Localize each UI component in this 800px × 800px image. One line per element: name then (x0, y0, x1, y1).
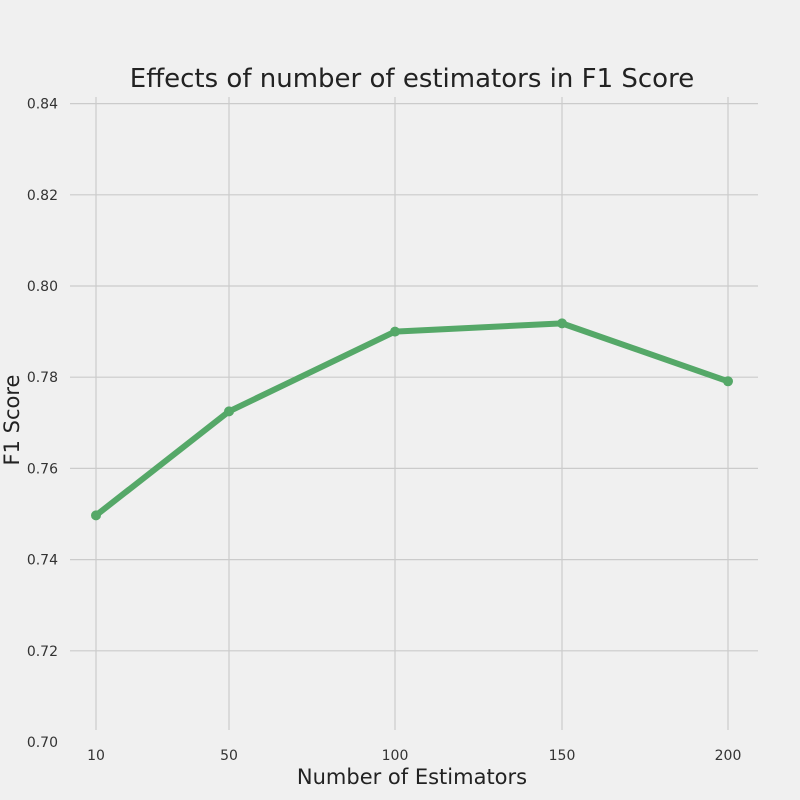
data-point-50 (224, 406, 234, 417)
y-tick-label: 0.80 (27, 279, 58, 295)
x-tick-label: 50 (220, 748, 238, 764)
y-axis-label: F1 Score (0, 375, 24, 466)
data-point-200 (723, 376, 733, 387)
y-tick-label: 0.78 (27, 370, 58, 386)
y-tick-label: 0.74 (27, 553, 58, 569)
data-point-10 (91, 510, 101, 521)
data-point-100 (390, 326, 400, 337)
x-axis-ticks: 10 50 100 150 200 (87, 748, 741, 764)
x-axis-label: Number of Estimators (297, 765, 527, 789)
chart-title: Effects of number of estimators in F1 Sc… (130, 64, 694, 94)
y-tick-label: 0.70 (27, 735, 58, 751)
y-tick-label: 0.84 (27, 97, 58, 113)
x-tick-label: 100 (382, 748, 409, 764)
x-tick-label: 10 (87, 748, 105, 764)
y-tick-label: 0.82 (27, 188, 58, 204)
x-tick-label: 150 (549, 748, 576, 764)
y-axis-ticks: 0.70 0.72 0.74 0.76 0.78 0.80 0.82 0.84 (27, 97, 58, 751)
series-layer (91, 318, 733, 521)
data-point-150 (557, 318, 567, 329)
y-tick-label: 0.76 (27, 461, 58, 477)
x-tick-label: 200 (715, 748, 742, 764)
series-line (93, 320, 731, 519)
grid-layer (70, 97, 758, 730)
y-tick-label: 0.72 (27, 644, 58, 660)
